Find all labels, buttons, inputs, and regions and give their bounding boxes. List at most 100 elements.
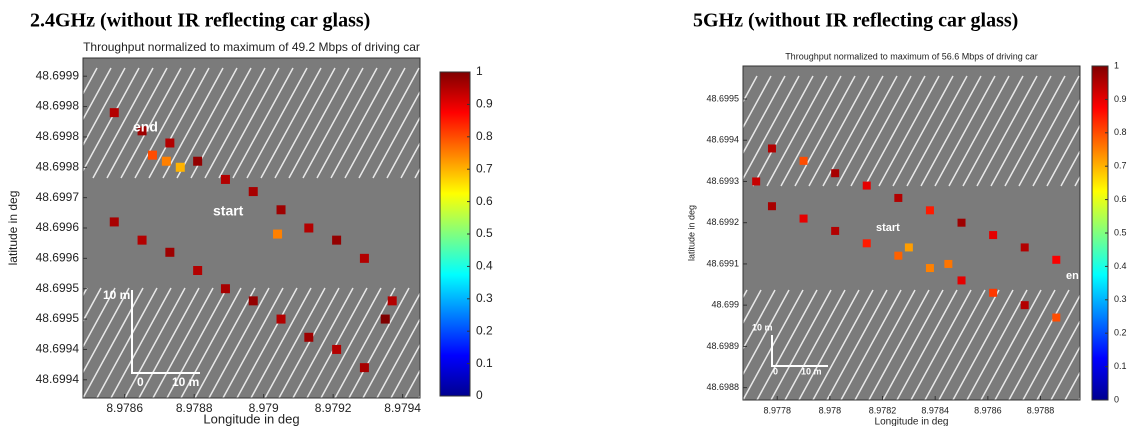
parking-line [176, 67, 238, 179]
throughput-cell [894, 193, 903, 202]
parking-line [555, 68, 615, 178]
parking-line [260, 67, 322, 179]
parking-line [250, 287, 312, 398]
parking-line [559, 288, 619, 398]
throughput-cell [359, 253, 369, 263]
parking-line [513, 68, 573, 178]
chart-subtitle: Throughput normalized to maximum of 56.6… [785, 51, 1038, 61]
throughput-cell [304, 332, 314, 342]
throughput-cell [989, 231, 998, 240]
throughput-cell [137, 235, 147, 245]
parking-line [390, 343, 420, 398]
y-tick-label: 48.6997 [36, 190, 80, 204]
parking-line [316, 67, 378, 179]
parking-line [1046, 123, 1080, 187]
parking-line [348, 287, 410, 398]
parking-line [752, 75, 814, 187]
parking-line [527, 68, 587, 178]
parking-line [743, 289, 790, 376]
parking-line [96, 287, 158, 398]
parking-line [264, 287, 326, 398]
y-tick-label: 48.6994 [36, 372, 80, 386]
parking-line [545, 288, 605, 398]
parking-line [491, 290, 551, 400]
parking-line [569, 68, 629, 178]
parking-line [0, 288, 31, 398]
parking-line [798, 289, 860, 400]
x-axis-label: Longitude in deg [203, 411, 299, 426]
parking-line [924, 289, 986, 400]
parking-line [583, 68, 643, 178]
y-tick-label: 48.6996 [36, 220, 80, 234]
annotation: 10 m [172, 375, 199, 389]
parking-line [83, 67, 140, 173]
parking-line [603, 290, 663, 400]
throughput-cell [276, 205, 286, 215]
parking-line [218, 67, 280, 179]
parking-line [882, 289, 944, 400]
colorbar-tick-label: 0.9 [476, 97, 493, 111]
throughput-cell [925, 264, 934, 273]
throughput-cell [752, 177, 761, 186]
annotation: start [213, 203, 244, 219]
parking-line [587, 288, 647, 398]
throughput-cell [359, 363, 369, 373]
colorbar-tick-label: 0.6 [476, 194, 493, 208]
parking-line [631, 290, 691, 400]
parking-line [180, 287, 242, 398]
colorbar-tick-label: 0.7 [1114, 161, 1127, 171]
x-tick-label: 8.9794 [384, 401, 421, 415]
chart-subtitle: Throughput normalized to maximum of 49.2… [83, 40, 420, 54]
parking-line [826, 289, 888, 400]
annotation: en [1066, 270, 1079, 282]
parking-line [138, 287, 200, 398]
colorbar-tick-label: 0.3 [476, 291, 493, 305]
parking-line [808, 75, 870, 187]
parking-line [463, 290, 523, 400]
colorbar [439, 71, 471, 397]
parking-line [836, 75, 898, 187]
parking-line [124, 287, 186, 398]
parking-line [0, 68, 13, 178]
y-tick-label: 48.6998 [36, 99, 80, 113]
photo-background [83, 58, 420, 398]
throughput-cell [1020, 243, 1029, 252]
colorbar-tick-label: 0.8 [1114, 127, 1127, 137]
parking-line [557, 76, 617, 186]
parking-line [400, 141, 420, 179]
panel-heading: 2.4GHz (without IR reflecting car glass) [30, 10, 370, 32]
parking-line [597, 68, 657, 178]
throughput-cell [332, 235, 342, 245]
throughput-cell [944, 259, 953, 268]
parking-line [517, 288, 577, 398]
parking-line [822, 75, 884, 187]
colorbar-tick-label: 0.5 [476, 226, 493, 240]
throughput-cell [1052, 255, 1061, 264]
parking-line [320, 287, 382, 398]
parking-line [543, 76, 603, 186]
parking-line [1004, 75, 1066, 187]
y-tick-label: 48.6991 [706, 258, 739, 268]
y-tick-label: 48.6998 [36, 159, 80, 173]
throughput-cell [175, 162, 185, 172]
parking-line [541, 68, 601, 178]
photo-background [743, 66, 1080, 400]
parking-line [934, 75, 996, 187]
annotation: 10 m [801, 366, 822, 376]
throughput-cell [862, 181, 871, 190]
throughput-cell [387, 296, 397, 306]
parking-line [236, 287, 298, 398]
parking-line [868, 289, 930, 400]
throughput-cell [862, 239, 871, 248]
parking-line [617, 290, 677, 400]
throughput-cell [904, 243, 913, 252]
parking-line [0, 288, 17, 398]
parking-line [784, 289, 846, 400]
throughput-cell [989, 288, 998, 297]
colorbar-tick-label: 0.1 [476, 356, 493, 370]
throughput-cell [957, 276, 966, 285]
parking-line [625, 68, 685, 178]
parking-line [547, 290, 607, 400]
parking-line [599, 76, 659, 186]
colorbar-tick-label: 0.4 [1114, 261, 1127, 271]
